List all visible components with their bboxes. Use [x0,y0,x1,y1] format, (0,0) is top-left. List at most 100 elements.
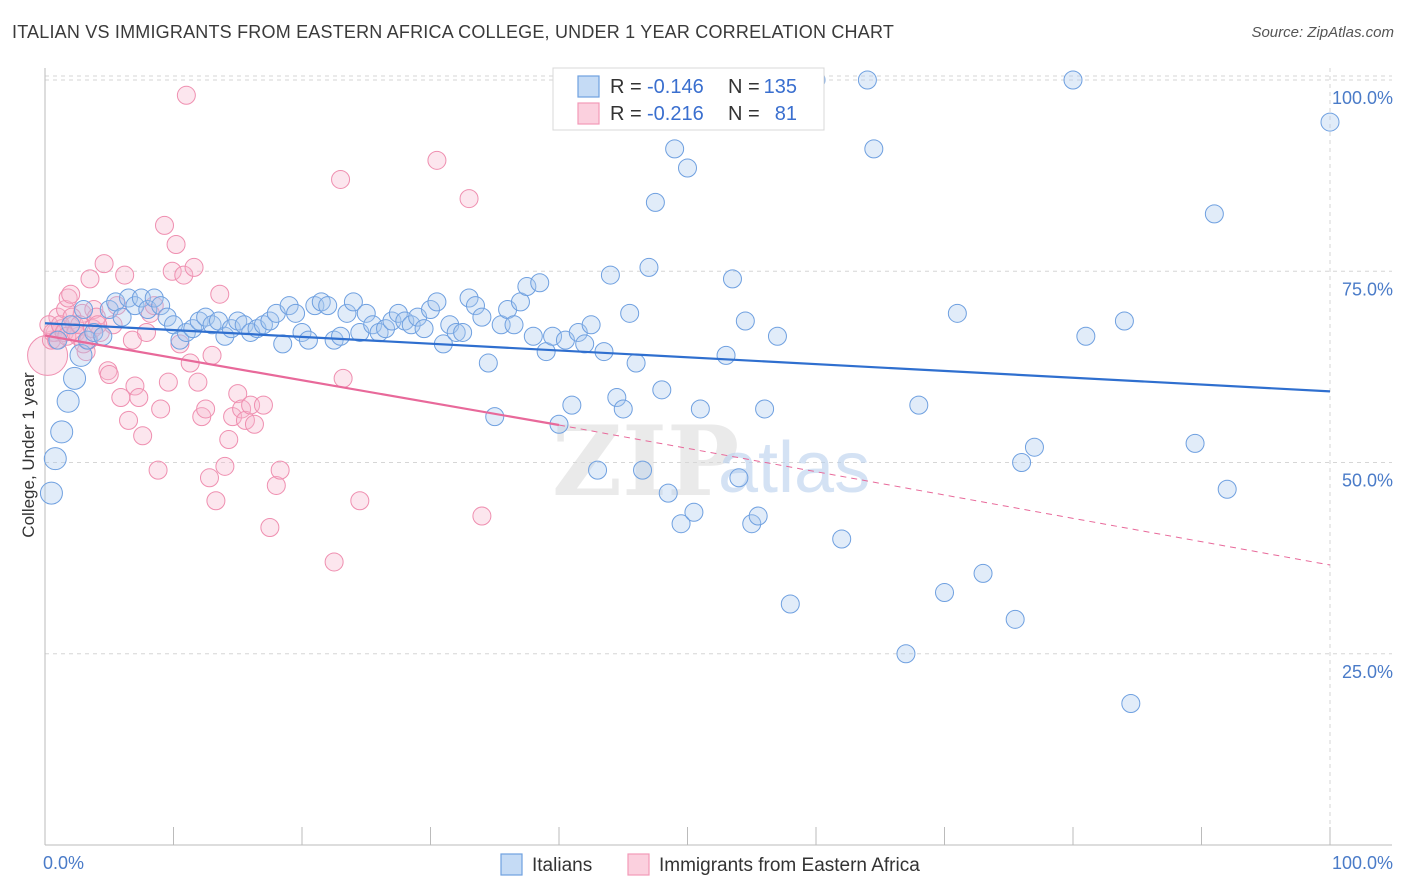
series-italians-points [39,70,1340,713]
series-immigrants-points [27,85,492,572]
point-italians [63,366,87,390]
point-italians [600,265,620,285]
point-italians [414,319,434,339]
point-italians [633,460,653,480]
point-immigrants [253,395,273,415]
point-immigrants [166,234,186,254]
point-italians [69,343,93,367]
point-italians [530,273,550,293]
point-immigrants [202,345,222,365]
point-italians [523,326,543,346]
point-italians [1217,479,1237,499]
point-italians [729,468,749,488]
point-immigrants [228,384,248,404]
point-immigrants [129,387,149,407]
point-italians [286,303,306,323]
point-italians [517,277,537,297]
y-tick-label-50: 50.0% [1342,471,1393,491]
point-italians [1012,453,1032,472]
point-italians [575,334,595,354]
point-italians [1185,433,1205,453]
trend-lines [44,322,1331,566]
point-italians [864,139,884,159]
point-immigrants [210,284,230,304]
point-immigrants [133,426,153,446]
point-italians [151,296,171,316]
point-immigrants [119,410,139,430]
point-immigrants [125,376,145,396]
point-italians [607,387,627,407]
point-italians [652,380,672,400]
point-italians [363,315,383,335]
point-italians [767,326,787,346]
point-immigrants [176,85,196,105]
point-italians [318,296,338,316]
trend-line-immigrants [44,334,560,427]
point-italians [626,353,646,373]
point-italians [716,345,736,365]
point-italians [1063,70,1083,90]
point-italians [138,300,158,319]
point-italians [684,502,704,522]
y-tick-label-75: 75.0% [1342,279,1393,299]
y-tick-label-25: 25.0% [1342,662,1393,682]
point-immigrants [158,372,178,392]
y-tick-label-100: 100.0% [1332,88,1393,108]
point-immigrants [94,254,114,274]
point-italians [735,311,755,331]
x-tick-label-100: 100.0% [1332,853,1393,873]
source-label: Source: ZipAtlas.com [1251,24,1394,41]
point-italians [298,330,318,350]
point-immigrants [270,460,290,480]
point-immigrants [155,215,175,235]
point-italians [183,319,203,339]
point-italians [279,296,299,316]
y-tick-labels: 100.0% 75.0% 50.0% 25.0% [1332,88,1393,682]
point-italians [588,460,608,480]
point-immigrants [99,365,119,385]
point-italians [671,514,691,534]
point-italians [465,296,485,316]
legend-top-n-label-italians: N = [728,76,760,98]
x-tick-label-0: 0.0% [43,853,84,873]
point-italians [947,303,967,323]
point-italians [1076,326,1096,346]
point-italians [39,481,63,505]
point-italians [973,563,993,583]
point-italians [504,315,524,335]
point-italians [144,288,164,308]
point-immigrants [180,353,200,373]
legend-top: R = -0.146 N = 135 R = -0.216 N = 81 [552,67,825,131]
point-italians [562,395,582,415]
point-italians [196,307,216,327]
trend-line-italians [44,322,1331,393]
point-immigrants [206,491,226,511]
point-immigrants [427,150,447,170]
point-italians [1121,693,1141,713]
point-immigrants [196,399,216,419]
point-italians [421,300,440,319]
point-immigrants [472,506,492,526]
point-italians [388,303,408,323]
point-italians [639,257,659,277]
point-italians [1320,112,1340,132]
point-italians [613,399,633,419]
legend-bottom: Italians Immigrants from Eastern Africa [500,853,920,876]
x-tick-labels: 0.0% 100.0% [43,853,1393,873]
point-immigrants [62,307,82,327]
point-immigrants [459,189,479,209]
point-italians [157,307,177,327]
point-immigrants [219,430,239,450]
legend-bottom-label-immigrants: Immigrants from Eastern Africa [659,855,920,876]
point-italians [722,269,742,289]
legend-top-r-label-immigrants: R = [610,103,642,125]
legend-bottom-swatch-immigrants [627,853,650,876]
point-immigrants [266,475,286,495]
point-italians [832,529,852,549]
legend-top-n-label-immigrants: N = [728,103,760,125]
point-immigrants [174,265,194,285]
point-italians [690,399,710,419]
point-italians [56,389,80,413]
point-italians [343,292,363,312]
